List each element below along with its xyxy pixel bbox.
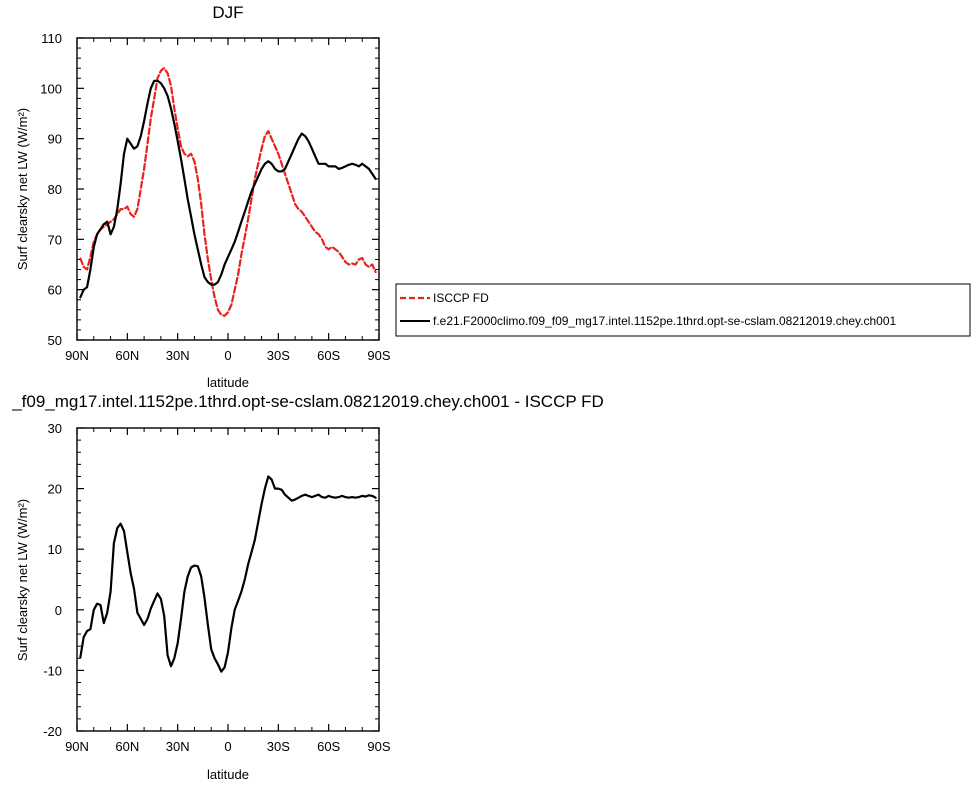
y-tick-label: 100 <box>40 81 62 96</box>
y-tick-label: 70 <box>48 232 62 247</box>
y-tick-label: 20 <box>48 482 62 497</box>
x-tick-label: 60N <box>115 348 139 363</box>
y-tick-label: 0 <box>55 603 62 618</box>
top-chart-title: DJF <box>212 3 243 22</box>
top-x-axis-label: latitude <box>207 375 249 390</box>
bottom-y-axis-label: Surf clearsky net LW (W/m²) <box>15 499 30 661</box>
y-tick-label: 110 <box>41 31 62 46</box>
x-tick-label: 90N <box>65 348 89 363</box>
top-series-layer <box>79 67 377 317</box>
y-tick-label: 60 <box>48 283 62 298</box>
difference-line <box>79 475 377 673</box>
x-tick-label: 90N <box>65 739 89 754</box>
bottom-x-axis-label: latitude <box>207 767 249 782</box>
isccp-fd-line <box>79 67 377 317</box>
x-tick-label: 30N <box>166 739 190 754</box>
bottom-panel: _f09_mg17.intel.1152pe.1thrd.opt-se-csla… <box>11 392 604 782</box>
legend-box <box>395 283 971 337</box>
x-tick-label: 0 <box>224 739 231 754</box>
y-tick-label: 80 <box>48 182 62 197</box>
bottom-chart-title: _f09_mg17.intel.1152pe.1thrd.opt-se-csla… <box>11 392 604 411</box>
x-tick-label: 60N <box>115 739 139 754</box>
bottom-series-layer <box>79 475 377 673</box>
x-tick-label: 0 <box>224 348 231 363</box>
legend: ISCCP FD f.e21.F2000climo.f09_f09_mg17.i… <box>395 283 971 337</box>
model-line <box>79 79 377 299</box>
top-plot-frame <box>76 37 380 341</box>
legend-label-isccp: ISCCP FD <box>433 291 489 305</box>
x-tick-label: 30S <box>267 348 290 363</box>
y-tick-label: 50 <box>48 333 62 348</box>
x-tick-label: 60S <box>317 739 340 754</box>
x-tick-label: 30N <box>166 348 190 363</box>
x-tick-label: 90S <box>367 348 390 363</box>
bottom-axis-ticks: 90N 60N 30N 0 30S 60S 90S -20 -10 0 10 20 30 <box>43 421 391 754</box>
top-y-axis-label: Surf clearsky net LW (W/m²) <box>15 108 30 270</box>
x-tick-label: 60S <box>317 348 340 363</box>
top-axis-ticks: 90N 60N 30N 0 30S 60S 90S 50 60 70 80 90 100 110 <box>40 31 391 363</box>
x-tick-label: 90S <box>367 739 390 754</box>
y-tick-label: -10 <box>43 663 62 678</box>
legend-label-model: f.e21.F2000climo.f09_f09_mg17.intel.1152… <box>433 314 897 328</box>
x-tick-label: 30S <box>267 739 290 754</box>
y-tick-label: 90 <box>48 132 62 147</box>
y-tick-label: -20 <box>43 724 62 739</box>
y-tick-label: 10 <box>48 542 62 557</box>
y-tick-label: 30 <box>48 421 62 436</box>
top-panel: DJF 90N 60N 30N 0 30S 60S 90S5060708090100110 … <box>15 3 391 390</box>
bottom-plot-frame <box>76 427 380 732</box>
